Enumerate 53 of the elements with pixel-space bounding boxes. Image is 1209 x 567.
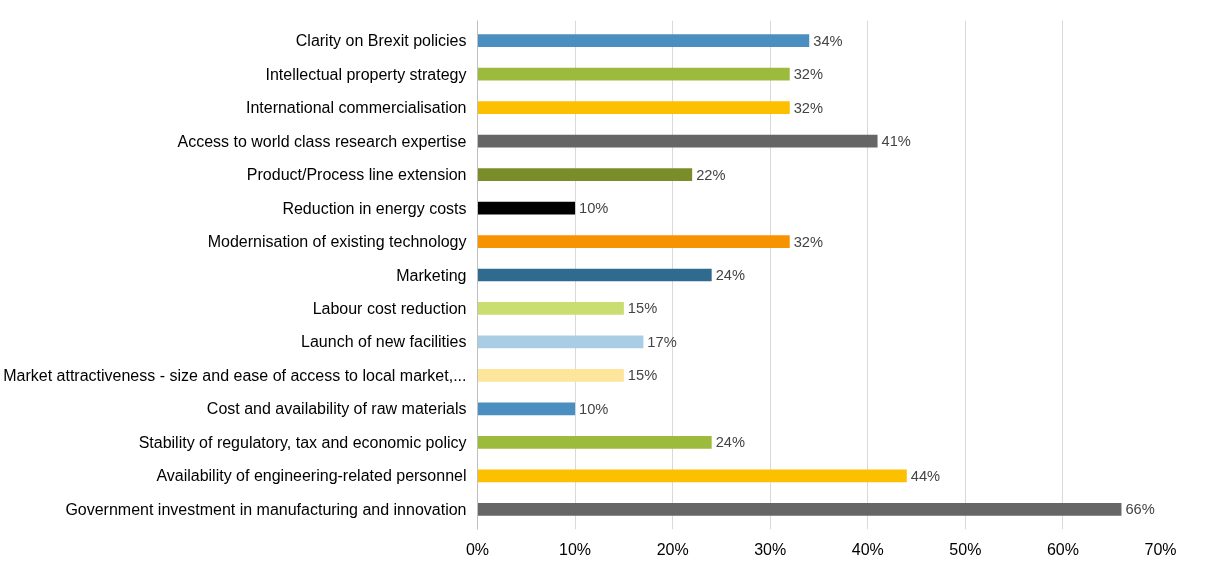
data-label: 32% [793,66,824,83]
y-tick-label: Stability of regulatory, tax and economic policy [138,433,467,451]
bar [477,335,644,349]
bar [477,101,790,114]
data-label: 22% [696,166,726,183]
bar [477,34,810,47]
data-label: 10% [579,200,609,217]
y-tick-label: Government investment in manufacturing and innovation [65,500,467,518]
bar [477,268,712,282]
data-label: 15% [627,300,658,317]
data-label: 32% [793,233,824,250]
data-label: 24% [715,267,746,283]
data-label: 41% [881,133,911,150]
y-tick-label: Product/Process line extension [246,166,467,184]
bar [477,369,624,382]
bar [477,503,1122,516]
y-tick-label: International commercialisation [245,99,467,117]
y-tick-label: Access to world class research expertise [177,132,467,150]
y-tick-label: Clarity on Brexit policies [295,32,467,50]
x-tick-label: 30% [754,540,787,558]
bar [477,134,878,148]
y-tick-label: Reduction in energy costs [282,199,467,217]
data-label: 34% [813,32,843,49]
x-tick-label: 50% [949,540,982,558]
data-label: 32% [793,99,824,116]
x-tick-label: 0% [465,540,490,558]
x-tick-label: 20% [656,540,689,558]
y-tick-label: Launch of new facilities [301,333,467,351]
y-tick-label: Availability of engineering-related personnel [156,467,467,485]
x-tick-label: 70% [1144,540,1177,558]
bar [477,469,907,483]
x-tick-label: 60% [1046,540,1079,558]
y-tick-label: Cost and availability of raw materials [206,400,467,418]
data-label: 15% [627,367,658,384]
data-label: 10% [579,400,609,417]
x-tick-label: 10% [559,540,592,558]
bar [477,302,624,315]
y-tick-label: Marketing [396,266,467,284]
data-label: 44% [910,467,941,484]
data-label: 24% [715,434,746,451]
bar [477,67,790,81]
y-tick-label: Market attractiveness - size and ease of access to local market,... [3,366,467,384]
y-tick-label: Labour cost reduction [312,299,467,317]
data-label: 66% [1125,501,1155,518]
bar [477,436,712,449]
y-tick-label: Intellectual property strategy [265,65,467,83]
bar [477,168,693,181]
bar [477,201,576,215]
data-label: 17% [647,333,677,350]
y-tick-label: Modernisation of existing technology [207,233,467,251]
bar [477,235,790,248]
bar [477,402,576,416]
x-tick-label: 40% [851,540,884,558]
